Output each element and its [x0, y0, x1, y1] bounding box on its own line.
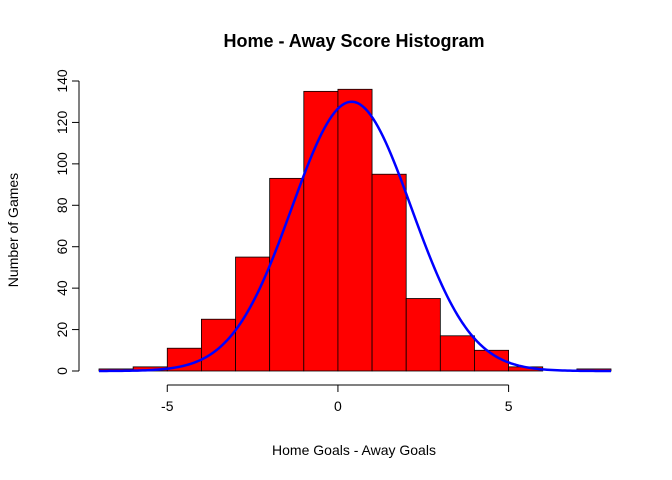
histogram-bar: [439, 335, 475, 372]
histogram-bar: [269, 177, 305, 372]
y-tick-label: 0: [54, 367, 70, 375]
chart-title: Home - Away Score Histogram: [223, 31, 484, 51]
y-axis: 0 20 40 60 80 100 120 140: [54, 69, 80, 375]
histogram-bar: [371, 173, 407, 372]
density-curve-line: [99, 100, 612, 373]
histogram-bar: [337, 88, 373, 372]
y-tick-label: 60: [54, 239, 70, 255]
histogram-bar: [474, 349, 510, 372]
x-tick-label: 0: [334, 398, 342, 414]
y-tick-label: 40: [54, 280, 70, 296]
y-tick-label: 120: [54, 111, 70, 135]
y-axis-label: Number of Games: [5, 173, 21, 287]
histogram-bar: [405, 298, 441, 372]
x-tick-label: -5: [161, 398, 174, 414]
x-axis: -5 0 5: [161, 384, 513, 414]
x-tick-label: 5: [505, 398, 513, 414]
y-tick-label: 80: [54, 197, 70, 213]
y-tick-label: 100: [54, 152, 70, 176]
y-tick-label: 140: [54, 69, 70, 93]
y-tick-label: 20: [54, 322, 70, 338]
density-curve-group: [99, 100, 612, 373]
histogram-bar: [200, 318, 236, 372]
bars-group: [98, 88, 612, 372]
x-axis-label: Home Goals - Away Goals: [272, 442, 436, 458]
histogram-bar: [235, 256, 271, 372]
histogram-bar: [303, 90, 339, 372]
